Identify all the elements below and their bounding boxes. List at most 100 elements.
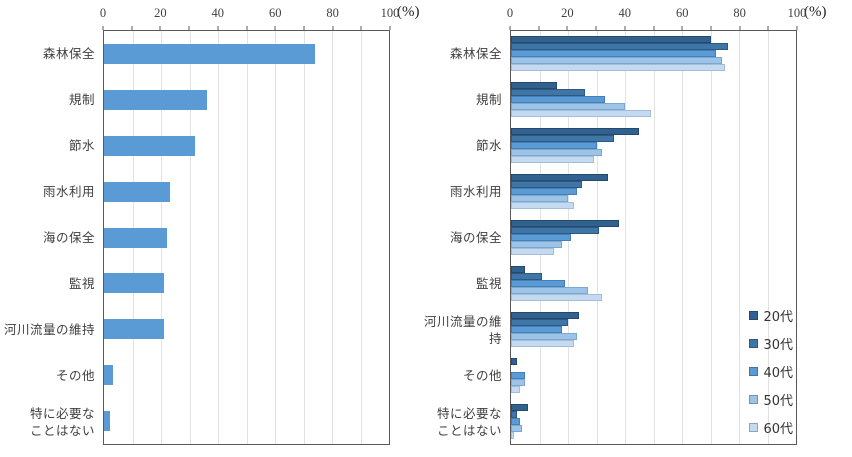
- bar-60代: [511, 64, 725, 72]
- bar-20代: [511, 128, 640, 136]
- left-chart-overall: (%) 0 20 40 60 80 100 森林保全 規制 節水 雨水利用 海の保全 監視 河川流量の…: [0, 4, 420, 445]
- axis-tick-label: 40: [618, 6, 632, 20]
- bar-30代: [511, 43, 728, 51]
- bar-60代: [511, 110, 651, 118]
- legend-label: 30代: [763, 338, 793, 353]
- axis-tick: [624, 26, 626, 30]
- category-label: 雨水利用: [42, 183, 95, 199]
- bar-60代: [511, 385, 520, 393]
- axis-tick-label: 0: [99, 6, 107, 20]
- axis-tick-label: 20: [561, 6, 574, 20]
- axis-tick: [131, 26, 133, 30]
- axis-tick: [595, 26, 597, 30]
- axis-tick-label: 60: [675, 6, 689, 20]
- legend-item: 30代: [749, 334, 793, 353]
- bar: [104, 319, 164, 340]
- gridline: [682, 31, 683, 444]
- bar-50代: [511, 378, 526, 386]
- category-label: 河川流量の維持: [3, 322, 95, 338]
- bar-40代: [511, 417, 520, 425]
- right-category-labels: 森林保全 規制 節水 雨水利用 海の保全 監視 河川流量の維持 その他 特に必要な ことはない: [417, 30, 510, 445]
- legend-swatch-icon: [749, 367, 759, 376]
- bar-group: [104, 260, 389, 306]
- bar-40代: [511, 188, 577, 196]
- right-chart-by-age: (%) 0 20 40 60 80 100 森林保全 規制 節水 雨水利用 海の保全 監視 河川流量の…: [417, 4, 827, 445]
- gridline: [739, 31, 740, 444]
- bar-60代: [511, 293, 603, 301]
- bar-60代: [511, 248, 554, 255]
- category-label: 森林保全: [42, 45, 95, 61]
- bar-40代: [511, 142, 597, 150]
- legend: 20代 30代 40代 50代 60代: [749, 306, 793, 437]
- category-label: 監視: [68, 276, 95, 292]
- gridline: [625, 31, 626, 444]
- bar-group: [511, 77, 796, 123]
- axis-tick: [739, 26, 741, 30]
- bar-60代: [511, 156, 594, 164]
- gridline: [710, 31, 712, 444]
- axis-tick-label: 80: [326, 6, 339, 20]
- bar-30代: [511, 181, 583, 189]
- bar-50代: [511, 424, 523, 432]
- axis-tick: [102, 26, 104, 30]
- category-label: 節水: [68, 137, 95, 153]
- bar-group: [104, 352, 389, 398]
- bar-group: [511, 215, 796, 261]
- gridline: [218, 31, 219, 444]
- bar-group: [104, 306, 389, 352]
- category-label: 雨水利用: [449, 183, 502, 199]
- bar-group: [511, 169, 796, 215]
- axis-tick: [274, 26, 276, 30]
- axis-tick: [767, 26, 769, 30]
- left-plot-area: [103, 30, 390, 445]
- gridline: [653, 31, 655, 444]
- left-category-labels: 森林保全 規制 節水 雨水利用 海の保全 監視 河川流量の維持 その他 特に必要な ことはない: [0, 30, 103, 445]
- gridline: [767, 31, 769, 444]
- bar-40代: [511, 50, 717, 58]
- bar-50代: [511, 149, 603, 157]
- bar: [104, 411, 110, 432]
- axis-tick: [710, 26, 712, 30]
- bar-group: [104, 215, 389, 261]
- bar-20代: [511, 357, 517, 365]
- bar-group: [104, 398, 389, 444]
- bar-30代: [511, 227, 600, 234]
- bar-group: [511, 260, 796, 306]
- bar-20代: [511, 174, 608, 182]
- category-label: 節水: [475, 137, 502, 153]
- percent-unit-label: (%): [397, 4, 420, 20]
- bar-20代: [511, 265, 526, 273]
- bar-60代: [511, 339, 574, 347]
- axis-tick-label: 60: [268, 6, 282, 20]
- legend-item: 60代: [749, 418, 793, 437]
- bar-group: [511, 123, 796, 169]
- bar: [104, 135, 196, 156]
- gridline: [360, 31, 362, 444]
- gridline: [275, 31, 276, 444]
- axis-tick: [681, 26, 683, 30]
- category-label: 海の保全: [42, 229, 95, 245]
- axis-tick: [566, 26, 568, 30]
- axis-tick-label: 0: [506, 6, 514, 20]
- bar-20代: [511, 82, 557, 90]
- category-label: 規制: [68, 91, 95, 107]
- category-label: 海の保全: [449, 229, 502, 245]
- axis-tick-label: 100: [380, 6, 400, 20]
- bar-50代: [511, 241, 563, 248]
- axis-tick-label: 20: [154, 6, 167, 20]
- bar-30代: [511, 272, 543, 280]
- legend-swatch-icon: [749, 311, 759, 320]
- gridline: [189, 31, 191, 444]
- bar-group: [511, 352, 796, 398]
- gridline: [596, 31, 598, 444]
- bar-40代: [511, 279, 566, 287]
- bar-30代: [511, 318, 568, 326]
- bar-40代: [511, 96, 606, 104]
- bar-group: [104, 169, 389, 215]
- bar-50代: [511, 57, 722, 65]
- legend-item: 50代: [749, 390, 793, 409]
- bar-50代: [511, 195, 568, 203]
- legend-label: 20代: [763, 310, 793, 325]
- bar-40代: [511, 325, 563, 333]
- axis-tick: [538, 26, 540, 30]
